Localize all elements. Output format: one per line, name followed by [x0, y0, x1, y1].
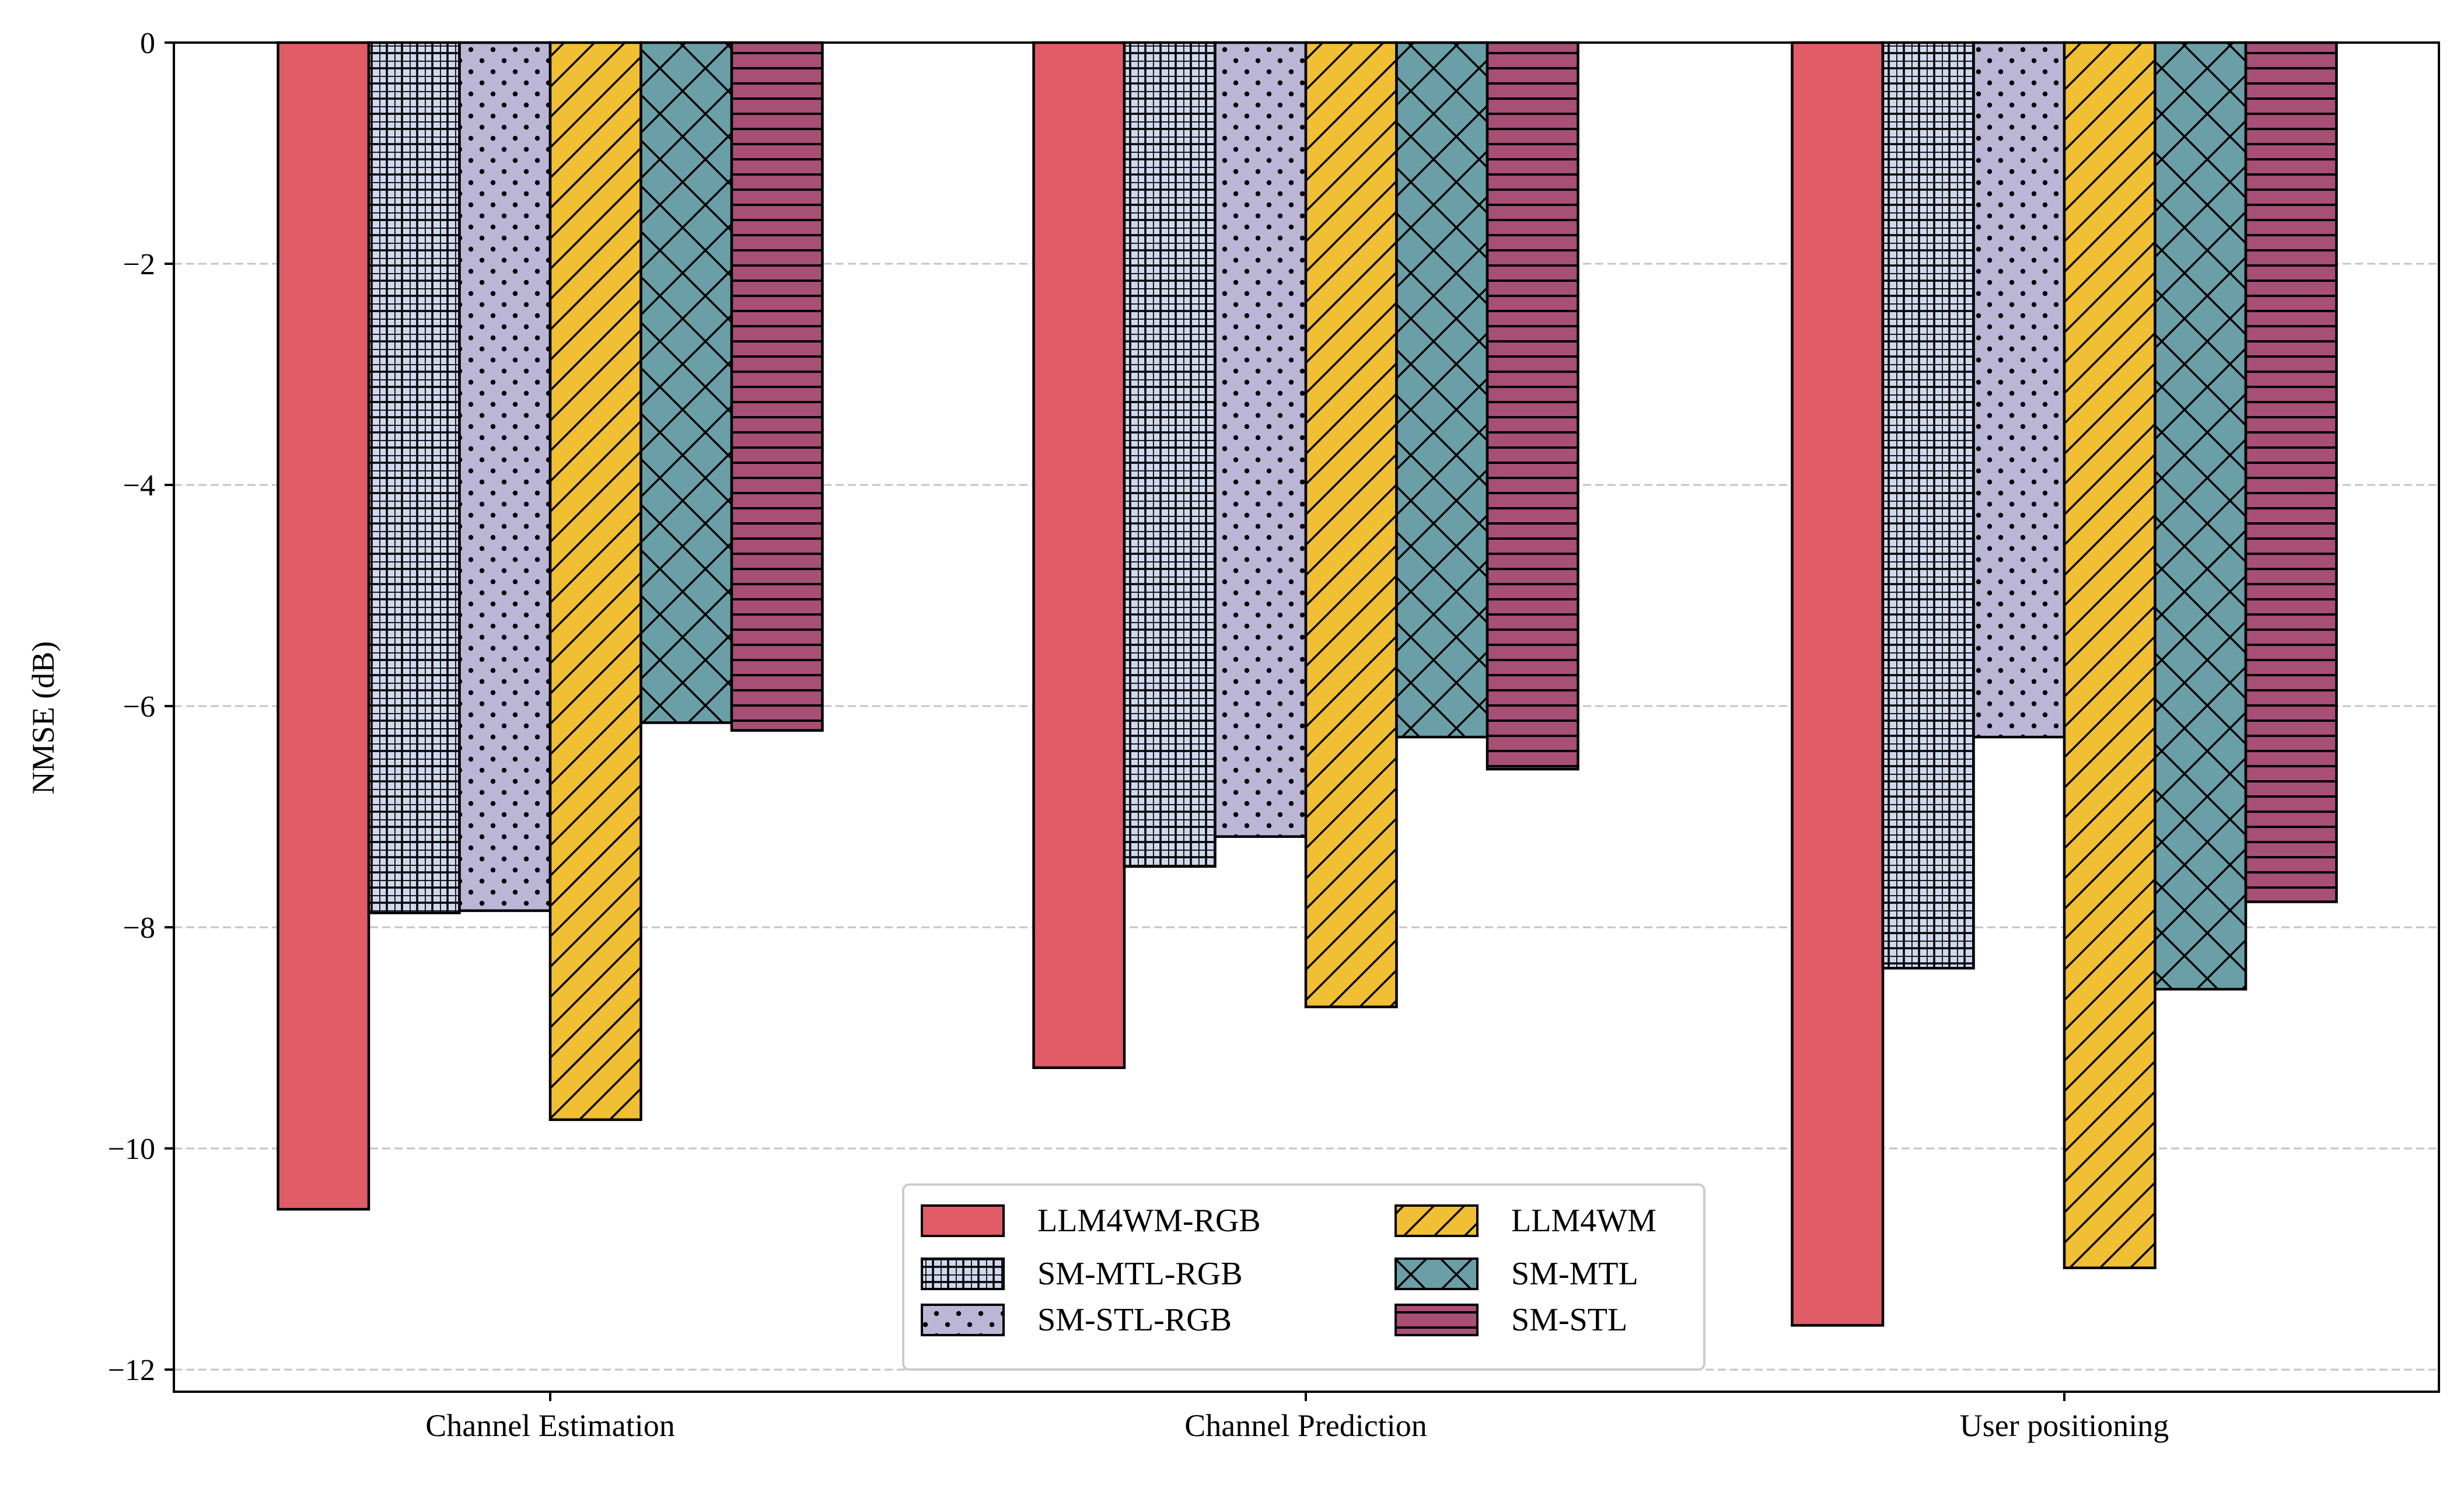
bar	[1792, 43, 1883, 1326]
x-tick-label: Channel Prediction	[1184, 1408, 1427, 1443]
x-tick-label: Channel Estimation	[425, 1408, 674, 1443]
legend-swatch-outline	[921, 1204, 1005, 1237]
bar-hatch	[1215, 43, 1306, 837]
legend-swatch-outline	[921, 1258, 1005, 1290]
bar-hatch	[459, 43, 550, 911]
bar	[1033, 43, 1124, 1068]
legend-label: LLM4WM	[1511, 1203, 1656, 1239]
bar	[278, 43, 369, 1210]
legend-label: SM-MTL	[1511, 1256, 1638, 1292]
bar-hatch	[732, 43, 823, 731]
y-tick-label: −4	[123, 469, 155, 502]
legend-label: LLM4WM-RGB	[1037, 1203, 1261, 1239]
bar-hatch	[1487, 43, 1578, 770]
legend-label: SM-STL-RGB	[1037, 1302, 1232, 1338]
bar-hatch	[1396, 43, 1487, 738]
bar-hatch	[2246, 43, 2337, 902]
bar-hatch	[1973, 43, 2064, 738]
bar-hatch	[2064, 43, 2155, 1268]
legend-label: SM-STL	[1511, 1302, 1627, 1338]
legend-swatch-hatch	[1396, 1206, 1477, 1236]
legend-swatch-outline	[1394, 1258, 1479, 1290]
bar-hatch	[1124, 43, 1215, 867]
legend-swatch-hatch	[922, 1259, 1004, 1289]
legend-box	[902, 1183, 1705, 1371]
bar-hatch	[1883, 43, 1974, 969]
bar-hatch	[369, 43, 460, 913]
y-tick-label: −8	[123, 911, 155, 945]
y-tick-label: −6	[123, 690, 155, 724]
x-tick-label: User positioning	[1960, 1408, 2169, 1443]
y-axis-label: NMSE (dB)	[26, 641, 61, 795]
legend-swatch-outline	[921, 1304, 1005, 1336]
legend-swatch-hatch	[1396, 1259, 1477, 1289]
bar-hatch	[2155, 43, 2246, 990]
legend-swatch-hatch	[922, 1305, 1004, 1335]
y-tick-label: −2	[123, 248, 155, 281]
y-tick-label: 0	[140, 27, 155, 60]
legend-swatch-outline	[1394, 1304, 1479, 1336]
bar-hatch	[1306, 43, 1397, 1007]
legend-swatch-outline	[1394, 1204, 1479, 1237]
legend-label: SM-MTL-RGB	[1037, 1256, 1243, 1292]
bar-hatch	[641, 43, 732, 723]
y-tick-label: −12	[108, 1354, 155, 1387]
y-tick-label: −10	[108, 1133, 155, 1166]
bar-hatch	[550, 43, 641, 1120]
legend-swatch	[922, 1206, 1004, 1236]
legend-swatch-hatch	[1396, 1305, 1477, 1335]
